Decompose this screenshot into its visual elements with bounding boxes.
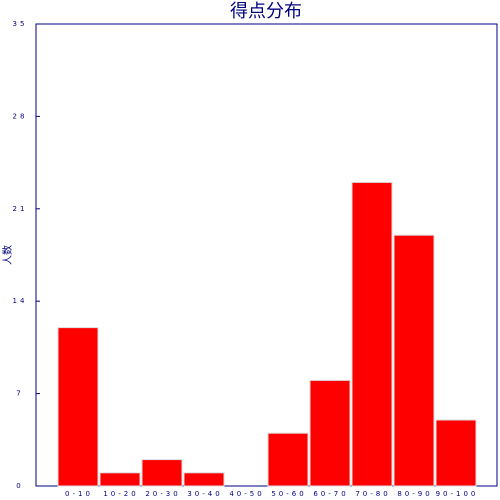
bar bbox=[351, 181, 393, 487]
x-tick-label: 80-90 bbox=[397, 490, 432, 498]
y-tick-label: 0 bbox=[16, 482, 23, 490]
bar bbox=[57, 327, 99, 487]
bar bbox=[309, 379, 351, 487]
bar bbox=[141, 459, 183, 487]
x-tick-label: 0-10 bbox=[65, 490, 93, 498]
bar bbox=[435, 419, 477, 487]
y-tick-label: 35 bbox=[13, 20, 28, 28]
y-tick-label: 28 bbox=[13, 112, 28, 120]
x-tick-label: 70-80 bbox=[355, 490, 390, 498]
x-tick-label: 40-50 bbox=[229, 490, 264, 498]
y-tick-label: 14 bbox=[13, 297, 28, 305]
x-tick-label: 50-60 bbox=[271, 490, 306, 498]
bar bbox=[393, 234, 435, 487]
x-tick-label: 60-70 bbox=[313, 490, 348, 498]
bar bbox=[183, 472, 225, 487]
plot-frame bbox=[35, 23, 498, 487]
x-tick-label: 20-30 bbox=[145, 490, 180, 498]
bar bbox=[267, 432, 309, 487]
x-tick-label: 90-100 bbox=[436, 490, 479, 498]
y-axis-label: 人数 bbox=[1, 245, 14, 265]
x-tick-label: 10-20 bbox=[103, 490, 138, 498]
y-tick-label: 7 bbox=[16, 390, 23, 398]
chart-title: 得点分布 bbox=[230, 1, 302, 22]
x-tick-label: 30-40 bbox=[187, 490, 222, 498]
bar bbox=[99, 472, 141, 487]
y-tick-label: 21 bbox=[13, 205, 28, 213]
